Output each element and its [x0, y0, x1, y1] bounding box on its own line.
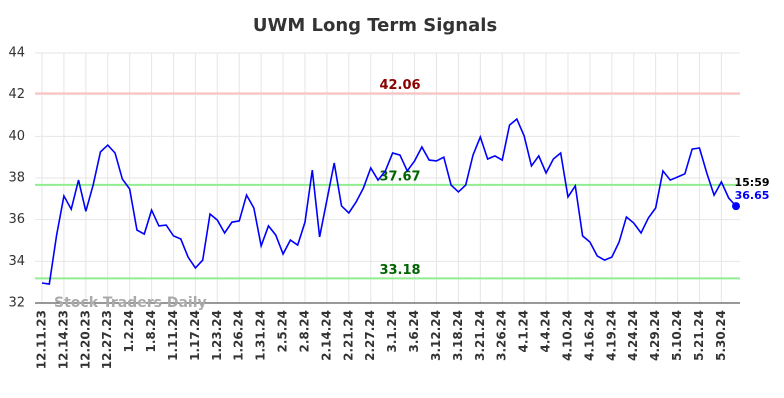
x-tick-label: 1.8.24	[144, 310, 158, 353]
last-time: 15:59	[734, 176, 769, 189]
x-tick-label: 4.10.24	[560, 310, 574, 361]
x-tick-label: 1.11.24	[166, 310, 180, 361]
price-line	[41, 117, 737, 285]
x-tick-label: 4.1.24	[517, 310, 531, 353]
x-tick-label: 4.4.24	[539, 310, 553, 353]
x-tick-label: 1.26.24	[232, 310, 246, 361]
signal-label: 42.06	[379, 78, 420, 93]
x-tick-label: 12.20.23	[78, 310, 92, 369]
y-tick-label: 36	[8, 212, 25, 227]
x-tick-label: 4.16.24	[582, 310, 596, 361]
x-tick-label: 2.21.24	[341, 310, 355, 361]
x-tick-label: 4.29.24	[648, 310, 662, 361]
x-tick-label: 4.24.24	[626, 310, 640, 361]
x-tick-label: 3.18.24	[451, 310, 465, 361]
signal-label: 37.67	[379, 169, 420, 184]
x-tick-label: 5.30.24	[714, 310, 728, 361]
y-tick-label: 34	[8, 254, 25, 269]
x-tick-label: 2.8.24	[297, 310, 311, 353]
x-tick-label: 12.27.23	[100, 310, 114, 369]
x-tick-label: 4.19.24	[604, 310, 618, 361]
watermark: Stock Traders Daily	[54, 295, 207, 311]
signal-label: 33.18	[379, 263, 420, 278]
x-tick-label: 1.17.24	[188, 310, 202, 361]
y-tick-label: 42	[8, 87, 25, 102]
last-point	[732, 202, 740, 211]
x-tick-label: 5.21.24	[692, 310, 706, 361]
x-tick-label: 3.6.24	[407, 310, 421, 353]
x-tick-label: 2.27.24	[363, 310, 377, 361]
last-value: 36.65	[735, 189, 770, 202]
x-tick-label: 2.14.24	[319, 310, 333, 361]
x-tick-label: 1.2.24	[122, 310, 136, 353]
x-tick-label: 12.14.23	[56, 310, 70, 369]
x-tick-label: 3.12.24	[429, 310, 443, 361]
x-tick-label: 5.10.24	[670, 310, 684, 361]
x-tick-label: 2.5.24	[276, 310, 290, 353]
x-tick-label: 3.21.24	[473, 310, 487, 361]
y-tick-label: 44	[8, 46, 25, 61]
y-tick-label: 40	[8, 129, 25, 144]
x-tick-label: 1.31.24	[254, 310, 268, 361]
x-tick-label: 1.23.24	[210, 310, 224, 361]
y-tick-label: 32	[8, 296, 25, 311]
x-tick-label: 3.1.24	[385, 310, 399, 353]
x-tick-label: 12.11.23	[35, 310, 49, 369]
chart-title: UWM Long Term Signals	[253, 15, 497, 36]
x-tick-label: 3.26.24	[495, 310, 509, 361]
y-tick-label: 38	[8, 171, 25, 186]
